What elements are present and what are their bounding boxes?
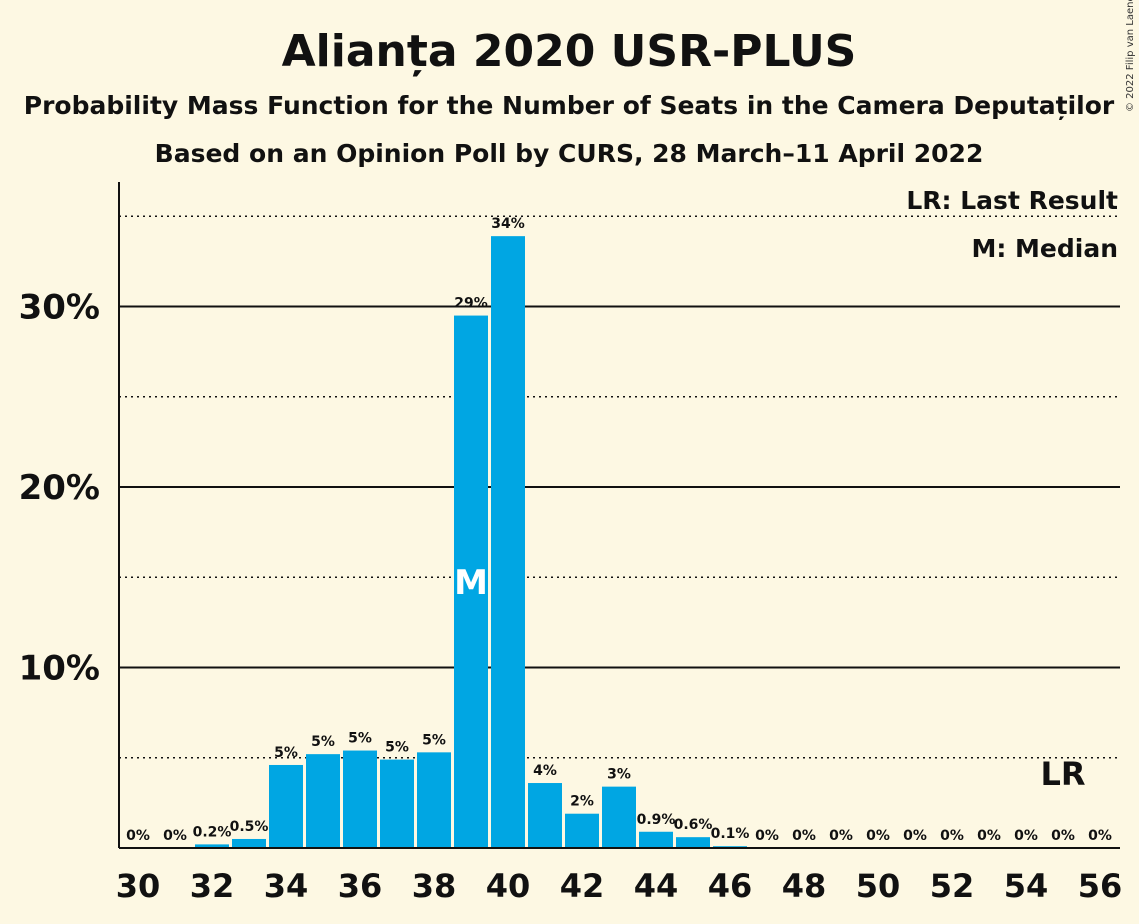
bar-label-37: 5% (385, 740, 409, 756)
bar-32 (195, 844, 229, 848)
bar-45 (676, 837, 710, 848)
bar-43 (602, 786, 636, 848)
x-axis-ticks: 30 32 34 36 38 40 42 44 46 48 50 52 54 56 (116, 867, 1123, 905)
x-tick-label: 50 (856, 867, 901, 905)
bar-label-52: 0% (940, 828, 964, 844)
bar-label-33: 0.5% (230, 819, 269, 835)
bar-label-50: 0% (866, 828, 890, 844)
bar-33 (232, 838, 266, 848)
x-tick-label: 44 (634, 867, 679, 905)
markers: M LR (454, 563, 1085, 793)
gridlines (119, 215, 1120, 759)
bar-label-44: 0.9% (637, 812, 676, 828)
bar-35 (306, 754, 340, 848)
bar-label-41: 4% (533, 763, 557, 779)
bar-37 (380, 759, 414, 848)
x-tick-label: 42 (560, 867, 605, 905)
bar-label-31: 0% (163, 828, 187, 844)
x-tick-label: 32 (190, 867, 235, 905)
bar-label-56: 0% (1088, 828, 1112, 844)
bar-label-54: 0% (1014, 828, 1038, 844)
bar-label-43: 3% (607, 767, 631, 783)
y-tick-label: 20% (19, 468, 100, 508)
bar-40 (491, 236, 525, 848)
y-tick-label: 30% (19, 288, 100, 328)
bar-label-55: 0% (1051, 828, 1075, 844)
bar-38 (417, 752, 451, 848)
legend-last-result: LR: Last Result (906, 186, 1118, 215)
last-result-marker: LR (1040, 755, 1085, 793)
bar-label-49: 0% (829, 828, 853, 844)
bar-label-35: 5% (311, 734, 335, 750)
bar-label-39: 29% (454, 296, 488, 312)
median-marker: M (454, 563, 488, 603)
bar-36 (343, 750, 377, 848)
chart-title: Alianța 2020 USR-PLUS (282, 26, 857, 77)
bar-label-48: 0% (792, 828, 816, 844)
bar-label-51: 0% (903, 828, 927, 844)
x-tick-label: 38 (412, 867, 457, 905)
bar-39 (454, 315, 488, 848)
bar-label-32: 0.2% (193, 824, 232, 840)
bar-44 (639, 831, 673, 848)
copyright: © 2022 Filip van Laenen (1125, 0, 1136, 112)
x-tick-label: 52 (930, 867, 975, 905)
x-tick-label: 34 (264, 867, 309, 905)
chart-subtitle-2: Based on an Opinion Poll by CURS, 28 Mar… (155, 139, 984, 168)
legend-median: M: Median (971, 234, 1118, 263)
x-tick-label: 56 (1078, 867, 1123, 905)
bar-label-46: 0.1% (711, 826, 750, 842)
x-tick-label: 54 (1004, 867, 1049, 905)
bar-label-34: 5% (274, 745, 298, 761)
bar-label-42: 2% (570, 794, 594, 810)
bar-labels: 0% 0% 0.2%0.5%5%5% 5%5% 5%29%34%4%2%3%0.9%0.… (126, 216, 1112, 844)
y-axis-ticks: 10% 20% 30% (19, 288, 100, 689)
bar-label-30: 0% (126, 828, 150, 844)
bar-label-47: 0% (755, 828, 779, 844)
bar-label-53: 0% (977, 828, 1001, 844)
bar-42 (565, 813, 599, 848)
x-tick-label: 40 (486, 867, 531, 905)
x-tick-label: 36 (338, 867, 383, 905)
chart-subtitle: Probability Mass Function for the Number… (24, 91, 1115, 120)
bar-label-45: 0.6% (674, 817, 713, 833)
x-tick-label: 46 (708, 867, 753, 905)
bar-label-40: 34% (491, 216, 525, 232)
bar-34 (269, 764, 303, 848)
bar-label-36: 5% (348, 731, 372, 747)
y-tick-label: 10% (19, 649, 100, 689)
x-tick-label: 30 (116, 867, 161, 905)
bar-label-38: 5% (422, 732, 446, 748)
bars (195, 236, 747, 848)
x-tick-label: 48 (782, 867, 827, 905)
bar-41 (528, 783, 562, 848)
